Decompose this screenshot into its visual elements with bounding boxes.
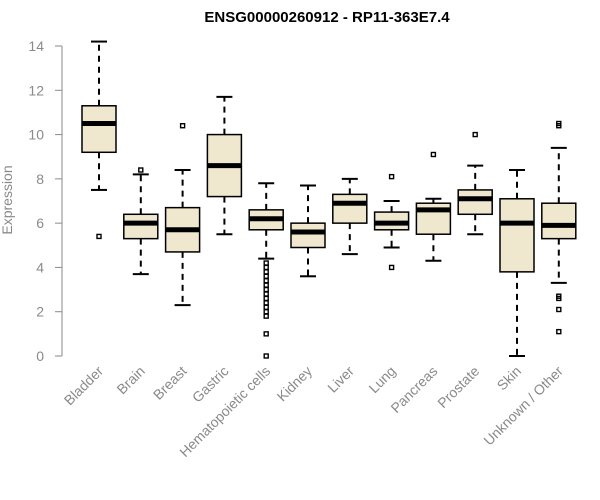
outlier-point (430, 151, 437, 158)
x-tick-label: Kidney (274, 363, 316, 405)
iqr-box (81, 105, 117, 154)
box-skin (499, 169, 535, 357)
outlier-point (263, 269, 269, 275)
box-prostate (457, 131, 493, 236)
box-brain (123, 167, 159, 276)
x-tick-label: Skin (494, 363, 525, 394)
chart-title: ENSG00000260912 - RP11-363E7.4 (204, 9, 450, 26)
x-tick-label: Prostate (434, 363, 482, 411)
y-tick-label: 10 (28, 127, 44, 143)
outlier-point (263, 282, 269, 288)
outlier-point (556, 123, 562, 129)
y-tick-label: 8 (36, 171, 44, 187)
x-tick-label: Brain (113, 363, 147, 397)
outlier-point (388, 264, 395, 271)
outlier-point (388, 173, 395, 180)
y-tick-label: 0 (36, 348, 44, 364)
x-tick-label: Breast (150, 363, 190, 403)
y-tick-label: 2 (36, 304, 44, 320)
y-axis-label: Expression (0, 165, 15, 234)
outlier-point (263, 309, 269, 315)
iqr-box (499, 198, 535, 273)
y-tick-label: 4 (36, 259, 44, 275)
outlier-point (138, 167, 144, 173)
box-bladder (81, 40, 117, 240)
x-tick-label: Lung (365, 363, 398, 396)
outlier-point (263, 353, 269, 359)
outlier-point (472, 131, 478, 138)
outlier-point (263, 286, 269, 293)
box-pancreas (415, 151, 452, 262)
box-liver (332, 177, 368, 256)
box-unknown-other (541, 120, 577, 335)
outlier-point (96, 233, 102, 240)
outlier-point (263, 260, 269, 266)
outlier-point (263, 313, 269, 319)
box-hematopoietic-cells (248, 182, 284, 359)
y-tick-label: 6 (36, 215, 44, 231)
y-tick-label: 12 (28, 82, 44, 98)
x-tick-label: Liver (324, 363, 357, 396)
outlier-point (263, 295, 269, 302)
outlier-point (263, 300, 269, 306)
outlier-point (263, 273, 269, 279)
outlier-point (263, 278, 269, 284)
outlier-point (556, 295, 562, 302)
y-axis: 0 2 4 6 8 10 12 14 (28, 38, 63, 364)
outlier-point (556, 306, 562, 313)
box-kidney (290, 184, 326, 278)
box-lung (373, 173, 410, 271)
box-gastric (206, 95, 243, 236)
outlier-point (263, 291, 269, 297)
iqr-box (457, 189, 493, 216)
x-tick-label: Unknown / Other (480, 363, 566, 449)
outlier-point (263, 264, 269, 271)
outlier-point (556, 328, 562, 335)
box-breast (164, 123, 201, 307)
iqr-box (332, 193, 368, 224)
outlier-point (179, 123, 186, 129)
iqr-box (123, 213, 159, 240)
boxes-group (81, 40, 577, 359)
y-tick-label: 14 (28, 38, 44, 54)
outlier-point (263, 304, 269, 310)
iqr-box (290, 222, 326, 249)
x-tick-label: Bladder (61, 363, 107, 409)
outlier-point (263, 331, 269, 337)
iqr-box (541, 202, 577, 240)
